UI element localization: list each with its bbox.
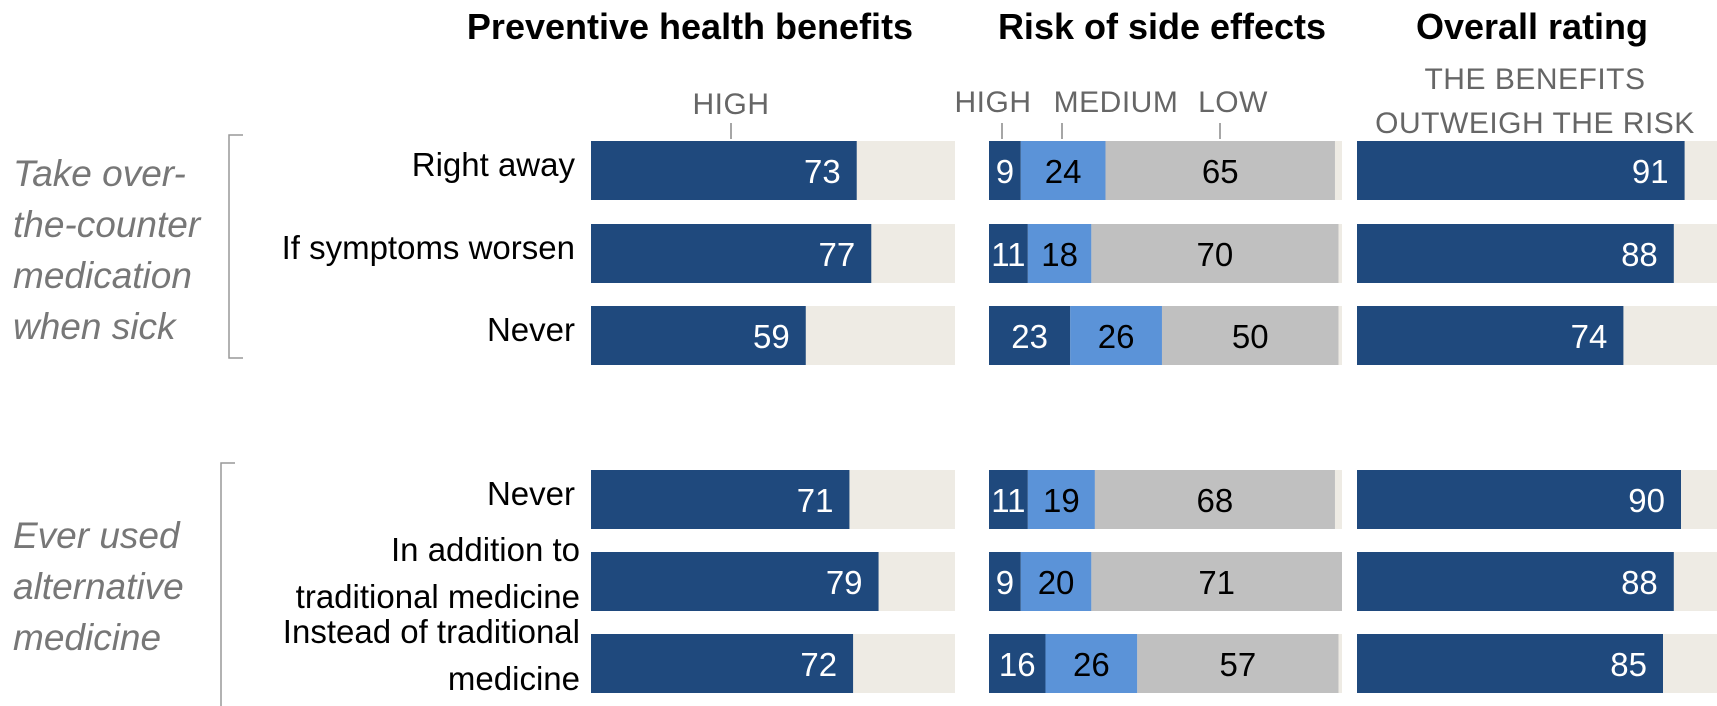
value-label-p1-s2-r1: 18 (1041, 236, 1078, 273)
panel-title-overall: Overall rating (1416, 6, 1648, 47)
value-label-p0-s0-r4: 79 (826, 564, 863, 601)
group-label-0-line-0: Take over- (13, 153, 186, 194)
bar-p2-s4-r3 (1357, 470, 1681, 529)
panel-title-side-effects: Risk of side effects (998, 6, 1326, 47)
value-label-p0-s0-r0: 73 (804, 153, 841, 190)
bar-p1-s2-r0 (1020, 141, 1106, 200)
value-label-p1-s1-r2: 23 (1011, 318, 1048, 355)
row-label-4-line-0: In addition to (391, 531, 580, 568)
value-label-p0-s0-r5: 72 (800, 646, 837, 683)
panel-title-benefits: Preventive health benefits (467, 6, 913, 47)
bar-p1-s1-r3 (989, 470, 1028, 529)
row-label-5-line-0: Instead of traditional (283, 613, 580, 650)
col-label-overall-line2: OUTWEIGH THE RISK (1375, 107, 1695, 140)
group-bracket-1 (220, 462, 235, 706)
bar-p2-s4-r1 (1357, 224, 1674, 283)
bar-p1-s1-r1 (989, 224, 1028, 283)
bar-p1-s3-r0 (1105, 141, 1335, 200)
bar-p1-s2-r1 (1027, 224, 1092, 283)
bar-p0-s0-r1 (591, 224, 872, 283)
value-label-p1-s3-r3: 68 (1197, 482, 1234, 519)
value-label-p0-s0-r3: 71 (797, 482, 834, 519)
group-brackets (220, 134, 243, 706)
col-label-risk-medium: MEDIUM (1054, 86, 1179, 119)
value-label-p2-s4-r0: 91 (1632, 153, 1669, 190)
group-label-1-line-0: Ever used (13, 515, 181, 556)
group-label-0-line-2: medication (13, 255, 192, 296)
value-label-p2-s4-r3: 90 (1628, 482, 1665, 519)
bar-p1-s3-r2 (1161, 306, 1339, 365)
bar-p1-s1-r5 (989, 634, 1046, 693)
row-label-1: If symptoms worsen (282, 229, 575, 266)
bar-p1-s3-r5 (1137, 634, 1339, 693)
value-label-p1-s2-r2: 26 (1098, 318, 1135, 355)
value-label-p0-s0-r2: 59 (753, 318, 790, 355)
group-label-0-line-1: the-counter (13, 204, 202, 245)
row-label-4-line-1: traditional medicine (296, 578, 580, 615)
value-label-p1-s1-r3: 11 (991, 482, 1025, 519)
row-label-0: Right away (412, 146, 576, 183)
bar-p2-s4-r5 (1357, 634, 1663, 693)
value-label-p1-s2-r4: 20 (1038, 564, 1075, 601)
col-label-risk-low: LOW (1198, 86, 1268, 119)
bar-p2-s4-r4 (1357, 552, 1674, 611)
group-label-1-line-2: medicine (13, 617, 161, 658)
group-bracket-0 (228, 134, 243, 359)
value-labels: 73 9 24 65 91 77 11 18 70 88 59 23 26 50 74 71 11 19 68 90 7… (753, 153, 1669, 683)
row-label-2: Never (487, 311, 575, 348)
bar-p1-s3-r4 (1091, 552, 1342, 611)
value-label-p1-s3-r2: 50 (1232, 318, 1269, 355)
row-label-5-line-1: medicine (448, 660, 580, 697)
bar-p1-s1-r0 (989, 141, 1021, 200)
value-label-p1-s3-r1: 70 (1197, 236, 1234, 273)
value-label-p1-s1-r5: 16 (999, 646, 1036, 683)
bar-p0-s0-r0 (591, 141, 857, 200)
col-label-risk-high: HIGH (955, 86, 1032, 119)
value-label-p1-s3-r0: 65 (1202, 153, 1239, 190)
bar-p1-s2-r4 (1020, 552, 1092, 611)
group-label-1-line-1: alternative (13, 566, 184, 607)
panel-titles: Preventive health benefits Risk of side … (467, 6, 1648, 47)
value-label-p1-s1-r4: 9 (996, 564, 1014, 601)
value-label-p1-s2-r3: 19 (1043, 482, 1080, 519)
bar-p0-s0-r4 (591, 552, 879, 611)
bar-p2-s4-r2 (1357, 306, 1624, 365)
group-label-0-line-3: when sick (13, 306, 178, 347)
bar-p2-s4-r0 (1357, 141, 1685, 200)
bar-p0-s0-r2 (591, 306, 806, 365)
col-label-benefits-high: HIGH (693, 88, 770, 121)
bar-p1-s2-r3 (1027, 470, 1095, 529)
bar-p1-s3-r1 (1091, 224, 1339, 283)
row-label-3: Never (487, 475, 575, 512)
value-label-p2-s4-r5: 85 (1610, 646, 1647, 683)
value-label-p1-s1-r0: 9 (996, 153, 1014, 190)
value-label-p1-s1-r1: 11 (991, 236, 1025, 273)
column-labels: HIGH HIGH MEDIUM LOW THE BENEFITS OUTWEI… (693, 63, 1695, 140)
value-label-p2-s4-r4: 88 (1621, 564, 1658, 601)
bar-p0-s0-r3 (591, 470, 850, 529)
value-label-p1-s2-r0: 24 (1045, 153, 1082, 190)
row-labels: Right away If symptoms worsen Never Never In… (282, 146, 580, 697)
value-label-p1-s3-r5: 57 (1220, 646, 1257, 683)
bar-p1-s3-r3 (1094, 470, 1335, 529)
bar-p1-s1-r2 (989, 306, 1071, 365)
bar-p0-s0-r5 (591, 634, 854, 693)
value-label-p1-s3-r4: 71 (1198, 564, 1235, 601)
col-label-overall-line1: THE BENEFITS (1424, 63, 1645, 96)
bar-p1-s2-r5 (1045, 634, 1138, 693)
bar-p1-s2-r2 (1070, 306, 1162, 365)
value-label-p2-s4-r1: 88 (1621, 236, 1658, 273)
column-label-ticks (730, 123, 1221, 139)
value-label-p2-s4-r2: 74 (1571, 318, 1608, 355)
bar-p1-s1-r4 (989, 552, 1021, 611)
value-label-p1-s2-r5: 26 (1073, 646, 1110, 683)
value-label-p0-s0-r1: 77 (819, 236, 856, 273)
bars (591, 141, 1717, 693)
group-labels: Take over-the-counter medication when sick… (13, 153, 202, 658)
